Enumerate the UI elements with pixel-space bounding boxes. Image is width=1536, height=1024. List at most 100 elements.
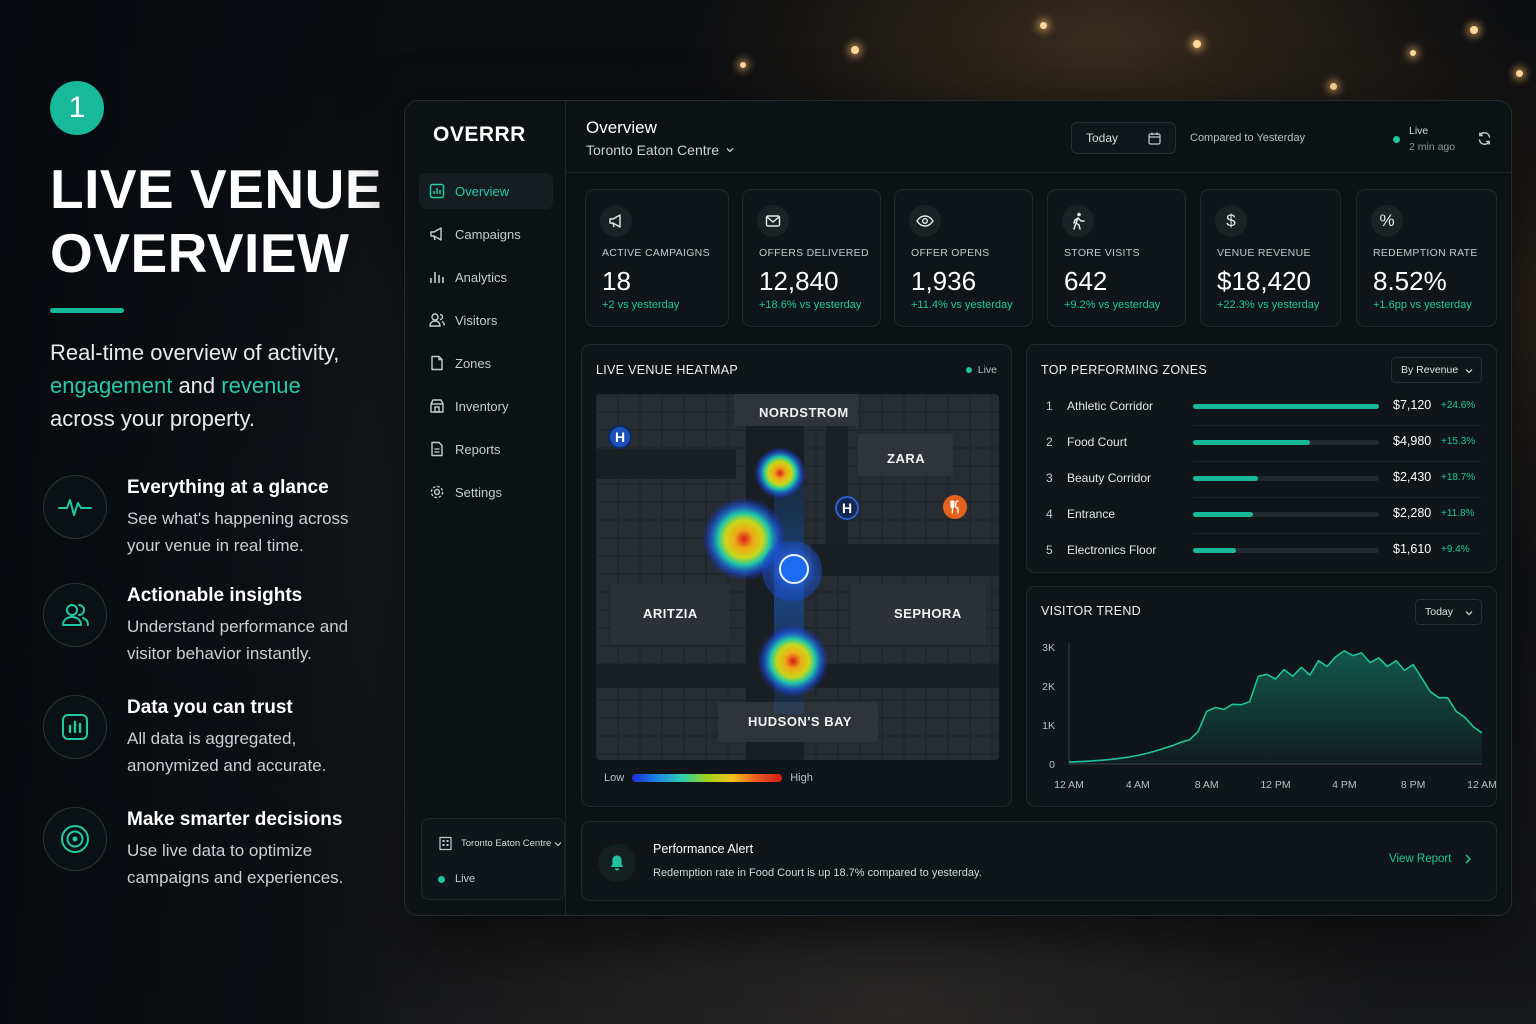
trend-line xyxy=(1068,650,1483,763)
chevron-down-icon xyxy=(1465,611,1473,616)
refresh-icon[interactable] xyxy=(1477,131,1492,146)
zone-row[interactable]: 1 Athletic Corridor $7,120 +24.6% xyxy=(1041,397,1483,417)
view-report-link[interactable]: View Report xyxy=(1389,853,1473,865)
zone-rank: 2 xyxy=(1046,435,1053,449)
live-dot xyxy=(1393,136,1400,143)
y-tick-label: 0 xyxy=(1049,759,1055,771)
zone-name: Electronics Floor xyxy=(1067,543,1157,557)
trend-area xyxy=(1069,650,1482,764)
subtitle-highlight: revenue xyxy=(221,373,301,398)
background-light xyxy=(1516,70,1523,77)
zone-row[interactable]: 5 Electronics Floor $1,610 +9.4% xyxy=(1041,541,1483,561)
kpi-delta: +11.4% vs yesterday xyxy=(911,299,1013,311)
venue-switcher[interactable]: Toronto Eaton Centre Live xyxy=(421,818,565,900)
visitor-trend-title: VISITOR TREND xyxy=(1041,604,1141,618)
hero-title: LIVE VENUE OVERVIEW xyxy=(50,158,383,284)
legend-gradient xyxy=(632,774,783,782)
report-icon xyxy=(431,441,443,457)
app-logo: OVERRR xyxy=(433,123,526,146)
users-icon xyxy=(429,313,445,327)
divider xyxy=(50,308,124,313)
zone-rank: 4 xyxy=(1046,507,1053,521)
zone-bar xyxy=(1193,548,1236,553)
zones-sort-dropdown[interactable]: By Revenue xyxy=(1391,357,1482,383)
kpi-delta: +2 vs yesterday xyxy=(602,299,680,311)
kpi-value: 1,936 xyxy=(911,266,977,296)
kpi-delta: +22.3% vs yesterday xyxy=(1217,299,1320,311)
sidebar-item-settings[interactable]: Settings xyxy=(419,474,553,510)
sidebar-item-label: Overview xyxy=(455,183,510,199)
zone-bar xyxy=(1193,476,1259,481)
zone-bar-track xyxy=(1193,476,1379,481)
store-label: SEPHORA xyxy=(894,606,962,621)
kpi-card[interactable]: STORE VISITS 642 +9.2% vs yesterday xyxy=(1047,189,1186,327)
heatmap-legend: Low High xyxy=(604,772,813,784)
megaphone-icon xyxy=(430,227,442,241)
alert-message: Redemption rate in Food Court is up 18.7… xyxy=(653,867,982,879)
background-light xyxy=(1330,83,1337,90)
kpi-value: 12,840 xyxy=(759,266,839,296)
venue-selector[interactable]: Toronto Eaton Centre xyxy=(438,836,562,851)
chevron-down-icon xyxy=(554,841,562,846)
bell-icon xyxy=(598,844,636,882)
trend-range-dropdown[interactable]: Today xyxy=(1415,599,1482,625)
sidebar-item-campaigns[interactable]: Campaigns xyxy=(419,216,553,252)
sidebar-item-analytics[interactable]: Analytics xyxy=(419,259,553,295)
x-tick-label: 8 AM xyxy=(1195,779,1219,791)
performance-alert: Performance Alert Redemption rate in Foo… xyxy=(581,821,1497,901)
kpi-label: STORE VISITS xyxy=(1064,247,1140,259)
heatmap-title: LIVE VENUE HEATMAP xyxy=(596,363,739,377)
top-zones-title: TOP PERFORMING ZONES xyxy=(1041,363,1207,377)
view-report-label: View Report xyxy=(1389,853,1452,865)
top-bar: Overview Toronto Eaton Centre Today Comp… xyxy=(566,101,1511,173)
date-picker[interactable]: Today xyxy=(1071,122,1176,154)
kpi-card[interactable]: OFFER OPENS 1,936 +11.4% vs yesterday xyxy=(894,189,1033,327)
sidebar-item-zones[interactable]: Zones xyxy=(419,345,553,381)
sidebar-item-label: Reports xyxy=(455,441,501,457)
gear-icon xyxy=(430,485,444,499)
restaurant-icon[interactable] xyxy=(943,495,967,519)
venue-dropdown[interactable]: Toronto Eaton Centre xyxy=(586,142,735,158)
feature-item: Actionable insights Understand performan… xyxy=(43,583,383,683)
zone-value: $2,280 xyxy=(1393,506,1432,520)
venue-status-label: Live xyxy=(455,873,476,885)
kpi-card[interactable]: ACTIVE CAMPAIGNS 18 +2 vs yesterday xyxy=(585,189,729,327)
zone-bar xyxy=(1193,404,1379,409)
top-zones-panel: TOP PERFORMING ZONES By Revenue 1 Athlet… xyxy=(1026,344,1497,573)
zone-row[interactable]: 3 Beauty Corridor $2,430 +18.7% xyxy=(1041,469,1483,489)
hospital-icon[interactable]: H xyxy=(835,496,859,520)
zone-delta: +15.3% xyxy=(1441,436,1476,447)
zone-name: Beauty Corridor xyxy=(1067,471,1152,485)
chevron-down-icon xyxy=(726,148,734,153)
heatmap-live-label: Live xyxy=(977,364,997,376)
visitor-trend-chart: 0 1K 2K 3K 12 AM 4 AM 8 AM 12 PM 4 PM 8 PM 12 AM xyxy=(1042,642,1497,791)
row-divider xyxy=(1193,461,1481,462)
x-tick-label: 4 AM xyxy=(1126,779,1150,791)
subtitle-text: Real-time overview of activity, xyxy=(50,340,340,365)
row-divider xyxy=(1193,425,1481,426)
zone-row[interactable]: 2 Food Court $4,980 +15.3% xyxy=(1041,433,1483,453)
zone-delta: +18.7% xyxy=(1441,472,1476,483)
zones-sort-label: By Revenue xyxy=(1401,364,1459,376)
zone-value: $1,610 xyxy=(1393,542,1432,556)
calendar-icon xyxy=(1148,132,1161,145)
zone-row[interactable]: 4 Entrance $2,280 +11.8% xyxy=(1041,505,1483,525)
eye-icon xyxy=(909,205,941,237)
row-divider xyxy=(1193,533,1481,534)
sidebar-item-overview[interactable]: Overview xyxy=(419,173,553,209)
kpi-label: VENUE REVENUE xyxy=(1217,247,1311,259)
kpi-card[interactable]: % REDEMPTION RATE 8.52% +1.6pp vs yester… xyxy=(1356,189,1497,327)
hero-panel: 1 LIVE VENUE OVERVIEW Real-time overview… xyxy=(0,0,400,1024)
sidebar-item-reports[interactable]: Reports xyxy=(419,431,553,467)
sidebar-item-inventory[interactable]: Inventory xyxy=(419,388,553,424)
current-location-marker[interactable] xyxy=(779,554,809,584)
percent-icon: % xyxy=(1371,205,1403,237)
hospital-icon[interactable]: H xyxy=(608,425,632,449)
venue-map[interactable]: NORDSTROM ZARA ARITZIA SEPHORA HUDSON'S … xyxy=(596,394,999,760)
kpi-card[interactable]: $ VENUE REVENUE $18,420 +22.3% vs yester… xyxy=(1200,189,1341,327)
kpi-card[interactable]: OFFERS DELIVERED 12,840 +18.6% vs yester… xyxy=(742,189,881,327)
background-light xyxy=(1040,22,1047,29)
date-picker-label: Today xyxy=(1086,131,1119,145)
sidebar-item-visitors[interactable]: Visitors xyxy=(419,302,553,338)
feature-item: Make smarter decisions Use live data to … xyxy=(43,807,383,907)
